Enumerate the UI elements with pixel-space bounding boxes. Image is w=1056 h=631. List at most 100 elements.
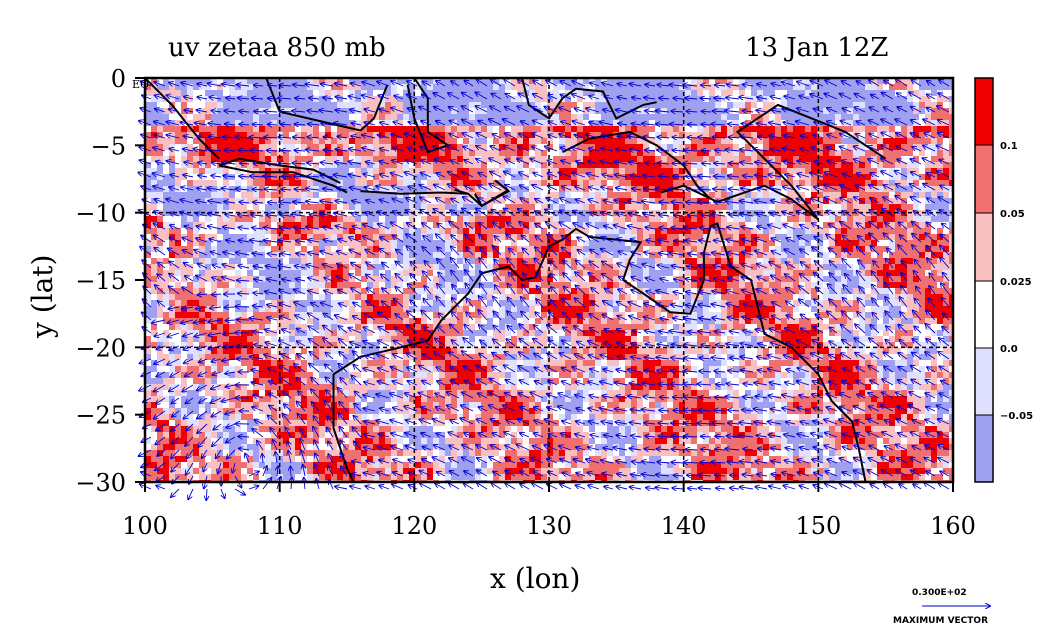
field-cell (403, 288, 410, 295)
field-cell (877, 282, 884, 289)
field-cell (553, 96, 560, 103)
field-cell (481, 114, 488, 121)
field-cell (847, 180, 854, 187)
field-cell (427, 174, 434, 181)
field-cell (655, 120, 662, 127)
field-cell (661, 84, 668, 91)
field-cell (301, 216, 308, 223)
field-cell (211, 282, 218, 289)
field-cell (253, 198, 260, 205)
field-cell (313, 156, 320, 163)
field-cell (679, 240, 686, 247)
field-cell (619, 282, 626, 289)
field-cell (667, 198, 674, 205)
field-cell (877, 264, 884, 271)
field-cell (787, 264, 794, 271)
field-cell (583, 168, 590, 175)
field-cell (403, 258, 410, 265)
field-cell (559, 180, 566, 187)
field-cell (511, 246, 518, 253)
field-cell (865, 126, 872, 133)
field-cell (751, 138, 758, 145)
field-cell (469, 234, 476, 241)
field-cell (859, 84, 866, 91)
field-cell (901, 114, 908, 121)
field-cell (361, 126, 368, 133)
field-cell (865, 192, 872, 199)
field-cell (241, 132, 248, 139)
field-cell (475, 126, 482, 133)
field-cell (295, 192, 302, 199)
field-cell (469, 270, 476, 277)
field-cell (445, 252, 452, 259)
field-cell (601, 150, 608, 157)
field-cell (799, 162, 806, 169)
field-cell (301, 258, 308, 265)
field-cell (487, 228, 494, 235)
field-cell (901, 102, 908, 109)
field-cell (757, 168, 764, 175)
field-cell (271, 222, 278, 229)
field-cell (715, 288, 722, 295)
field-cell (427, 156, 434, 163)
field-cell (619, 156, 626, 163)
field-cell (727, 228, 734, 235)
field-cell (667, 270, 674, 277)
field-cell (187, 192, 194, 199)
field-cell (931, 216, 938, 223)
field-cell (685, 126, 692, 133)
field-cell (241, 282, 248, 289)
field-cell (793, 174, 800, 181)
field-cell (169, 180, 176, 187)
field-cell (919, 126, 926, 133)
field-cell (547, 204, 554, 211)
field-cell (919, 192, 926, 199)
field-cell (589, 282, 596, 289)
field-cell (727, 270, 734, 277)
field-cell (907, 288, 914, 295)
field-cell (775, 96, 782, 103)
field-cell (463, 114, 470, 121)
field-cell (559, 192, 566, 199)
field-cell (187, 264, 194, 271)
field-cell (895, 276, 902, 283)
field-cell (271, 252, 278, 259)
field-cell (229, 228, 236, 235)
field-cell (907, 102, 914, 109)
field-cell (283, 228, 290, 235)
field-cell (733, 150, 740, 157)
field-cell (691, 258, 698, 265)
field-cell (877, 252, 884, 259)
field-cell (709, 174, 716, 181)
field-cell (403, 228, 410, 235)
field-cell (787, 150, 794, 157)
field-cell (697, 150, 704, 157)
field-cell (343, 258, 350, 265)
field-cell (649, 90, 656, 97)
field-cell (931, 144, 938, 151)
field-cell (553, 138, 560, 145)
field-cell (907, 198, 914, 205)
field-cell (451, 192, 458, 199)
field-cell (937, 234, 944, 241)
field-cell (727, 168, 734, 175)
field-cell (511, 120, 518, 127)
field-cell (499, 108, 506, 115)
field-cell (535, 126, 542, 133)
field-cell (379, 252, 386, 259)
field-cell (445, 276, 452, 283)
field-cell (871, 114, 878, 121)
field-cell (205, 288, 212, 295)
field-cell (949, 96, 953, 103)
field-cell (847, 114, 854, 121)
field-cell (433, 216, 440, 223)
field-cell (151, 126, 158, 133)
field-cell (781, 126, 788, 133)
field-cell (295, 228, 302, 235)
field-cell (229, 222, 236, 229)
field-cell (691, 246, 698, 253)
field-cell (157, 240, 164, 247)
field-cell (751, 216, 758, 223)
field-cell (301, 102, 308, 109)
field-cell (415, 288, 422, 295)
